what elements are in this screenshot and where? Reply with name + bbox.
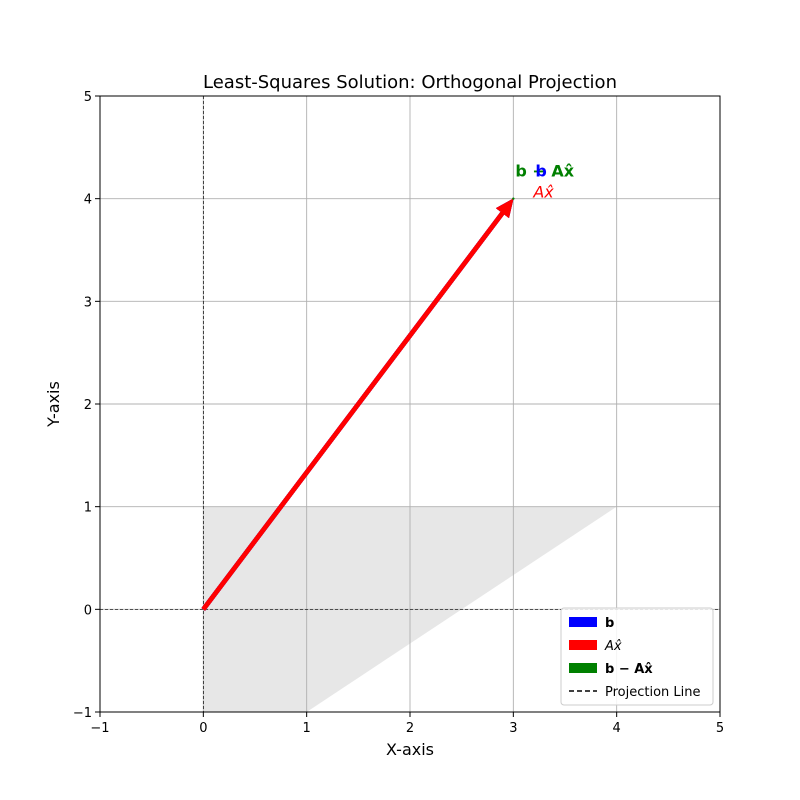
legend-swatch bbox=[569, 617, 597, 627]
y-tick-label: 2 bbox=[84, 398, 92, 413]
y-tick-label: −1 bbox=[73, 706, 92, 721]
legend-entry-label: Ax̂ bbox=[604, 639, 622, 654]
y-tick-label: 1 bbox=[84, 501, 92, 516]
x-tick-label: 2 bbox=[406, 721, 414, 736]
y-tick-label: 5 bbox=[84, 90, 92, 105]
vector-ax-hat-arrow bbox=[201, 198, 514, 612]
vector-residual-label: b − Ax̂ bbox=[515, 162, 574, 181]
legend-entry-label: b − Ax̂ bbox=[605, 662, 653, 677]
y-tick-label: 4 bbox=[84, 193, 92, 208]
chart-title: Least-Squares Solution: Orthogonal Proje… bbox=[203, 72, 617, 93]
legend-swatch bbox=[569, 663, 597, 673]
vector-b-label: b bbox=[535, 162, 546, 181]
vector-residual-arrow bbox=[512, 197, 515, 200]
vector-ax-hat-label: Ax̂ bbox=[532, 183, 554, 202]
x-tick-label: 5 bbox=[716, 721, 724, 736]
legend-swatch bbox=[569, 640, 597, 650]
y-tick-label: 3 bbox=[84, 295, 92, 310]
y-axis-label: Y-axis bbox=[44, 381, 63, 428]
legend-entry-label: b bbox=[605, 616, 614, 631]
x-tick-label: −1 bbox=[90, 721, 109, 736]
y-tick-label: 0 bbox=[84, 603, 92, 618]
x-axis-label: X-axis bbox=[386, 740, 434, 759]
x-tick-label: 0 bbox=[199, 721, 207, 736]
x-tick-label: 4 bbox=[613, 721, 621, 736]
legend: b Ax̂ b − Ax̂ Projection Line bbox=[560, 607, 714, 706]
legend-box bbox=[560, 607, 714, 706]
legend-entry-label: Projection Line bbox=[605, 685, 701, 700]
x-tick-label: 3 bbox=[509, 721, 517, 736]
x-tick-label: 1 bbox=[303, 721, 311, 736]
